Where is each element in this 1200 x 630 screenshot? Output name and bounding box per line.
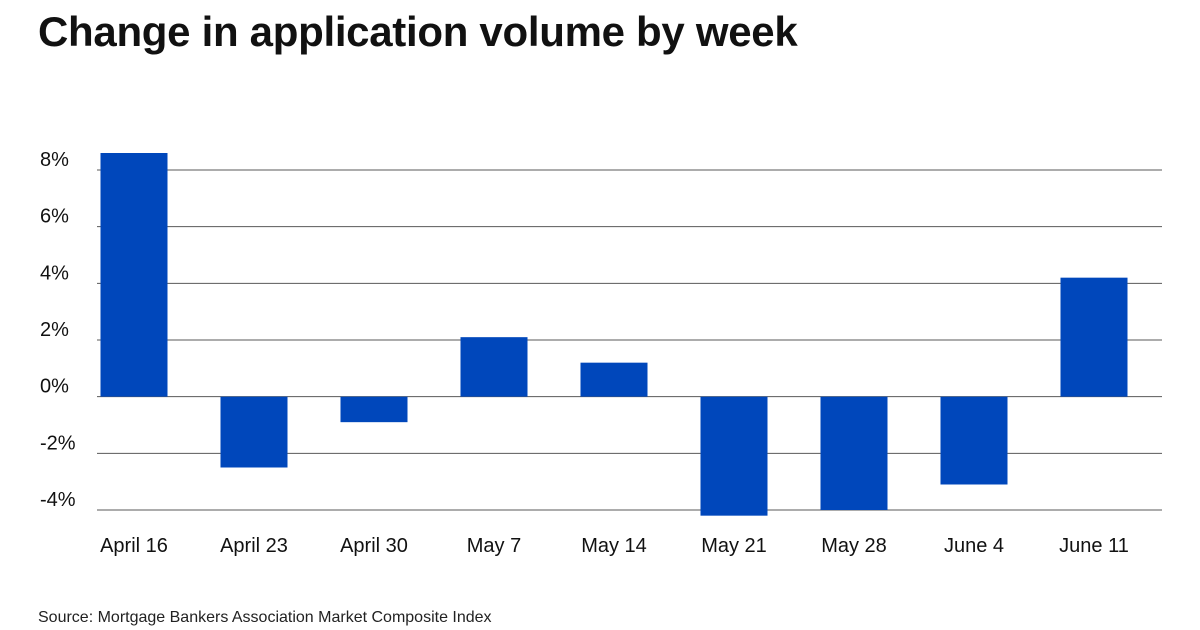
x-axis-category-labels: April 16 April 23 April 30 May 7 May 14 May 2… — [100, 535, 1129, 557]
y-tick-label: -2% — [40, 432, 76, 454]
y-tick-label: 8% — [40, 149, 69, 171]
bar-may-7 — [460, 337, 528, 397]
y-axis-tick-labels: 8% 6% 4% 2% 0% -2% -4% — [40, 149, 76, 511]
x-category-label: April 16 — [100, 535, 168, 557]
y-tick-label: 4% — [40, 262, 69, 284]
bars — [100, 153, 1128, 516]
bar-april-16 — [100, 153, 168, 397]
y-tick-label: 0% — [40, 376, 69, 398]
source-note: Source: Mortgage Bankers Association Mar… — [38, 609, 492, 626]
x-category-label: April 23 — [220, 535, 288, 557]
x-category-label: June 4 — [944, 535, 1004, 557]
chart-title: Change in application volume by week — [38, 8, 798, 55]
bar-april-30 — [340, 396, 408, 423]
y-tick-label: 6% — [40, 206, 69, 228]
bar-may-14 — [580, 362, 648, 397]
y-tick-label: 2% — [40, 319, 69, 341]
x-category-label: May 28 — [821, 535, 887, 557]
bar-chart: 8% 6% 4% 2% 0% -2% -4% April 16 April 23 April 3… — [40, 149, 1162, 557]
y-tick-label: -4% — [40, 489, 76, 511]
bar-may-28 — [820, 396, 888, 510]
x-category-label: May 14 — [581, 535, 647, 557]
bar-may-21 — [700, 396, 768, 516]
bar-april-23 — [220, 396, 288, 468]
x-category-label: May 21 — [701, 535, 767, 557]
x-category-label: April 30 — [340, 535, 408, 557]
bar-june-11 — [1060, 277, 1128, 397]
x-category-label: June 11 — [1059, 535, 1129, 557]
x-category-label: May 7 — [467, 535, 521, 557]
bar-june-4 — [940, 396, 1008, 485]
